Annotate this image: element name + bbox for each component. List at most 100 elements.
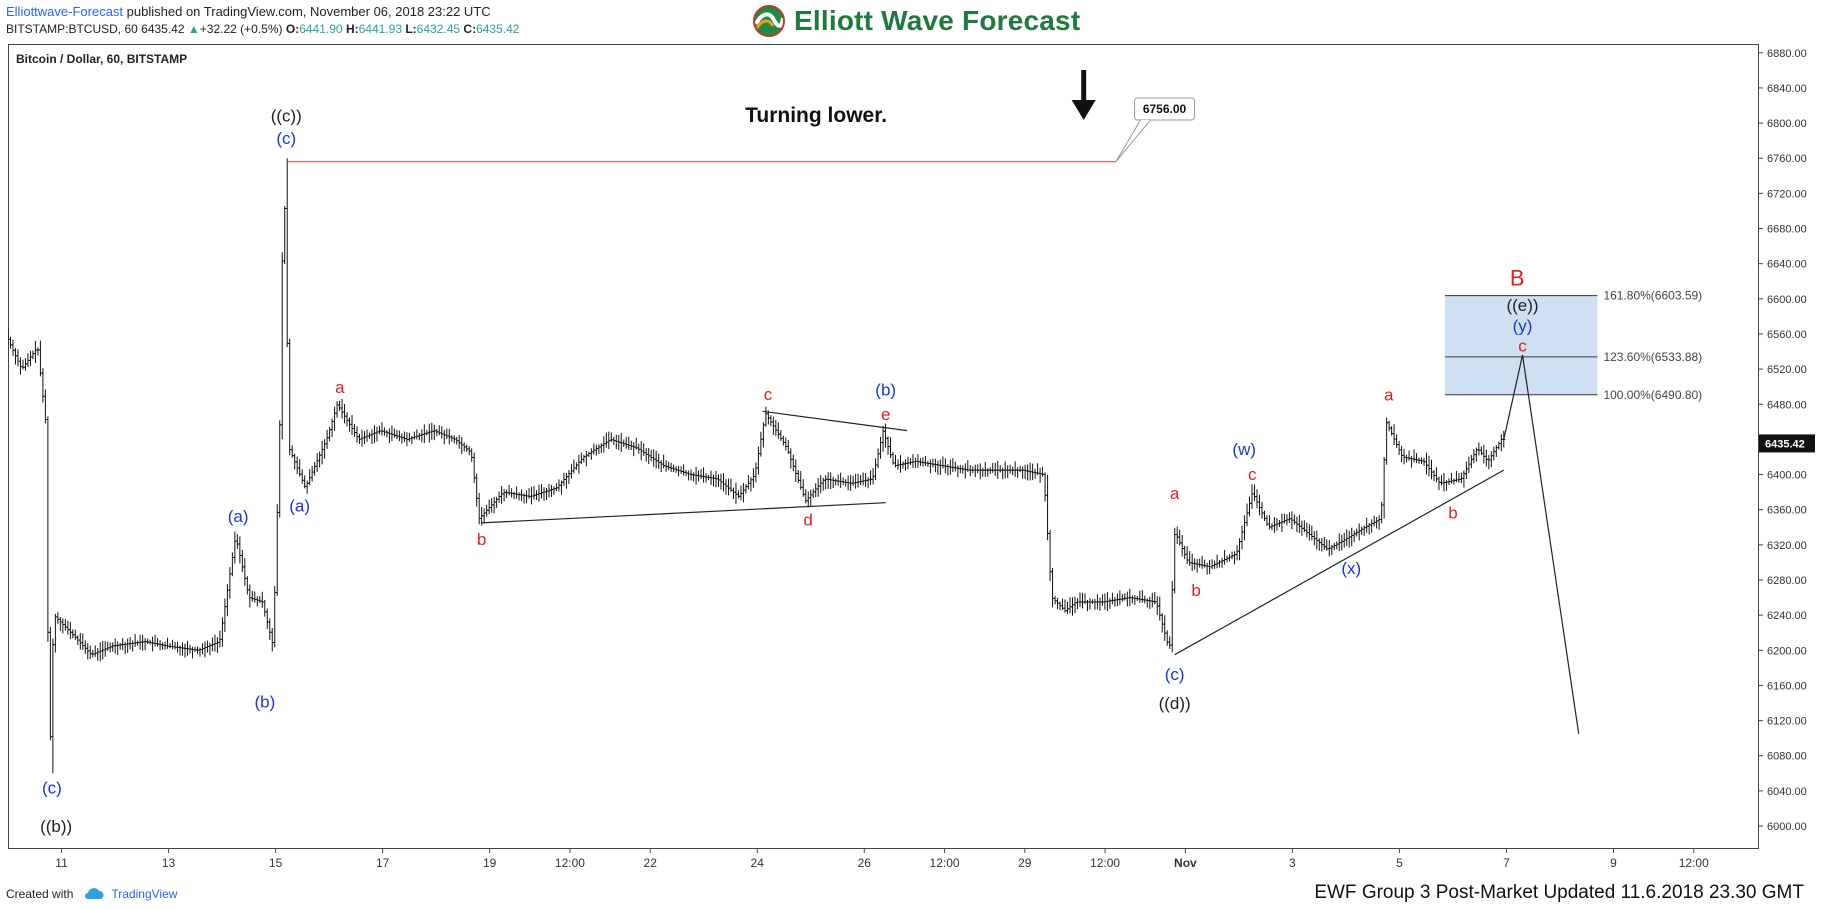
wave-label: a	[1384, 386, 1394, 405]
chart-area[interactable]: Bitcoin / Dollar, 60, BITSTAMP 6000.00 60…	[6, 44, 1820, 877]
wave-label: (c)	[276, 129, 296, 148]
y-tick-label: 6720.00	[1767, 188, 1807, 200]
wave-label: a	[335, 378, 345, 397]
brand-name: Elliott Wave Forecast	[794, 5, 1081, 36]
wave-label: d	[803, 511, 812, 530]
x-tick-label: 12:00	[930, 856, 960, 870]
projection-path	[1503, 354, 1580, 734]
wave-label: e	[881, 405, 890, 424]
x-tick-label: 3	[1289, 856, 1296, 870]
trend-line	[762, 410, 908, 432]
x-tick-label: Nov	[1174, 856, 1197, 870]
trend-line	[481, 502, 886, 524]
close-value: 6435.42	[476, 22, 520, 36]
wave-label: (b)	[875, 380, 896, 399]
down-arrow-head-icon	[1071, 100, 1096, 120]
tradingview-link[interactable]: TradingView	[111, 887, 178, 901]
wave-label: (a)	[228, 507, 249, 526]
x-tick-label: 13	[162, 856, 176, 870]
chart-header: Elliottwave-Forecast published on Tradin…	[0, 0, 1828, 42]
y-tick-label: 6000.00	[1767, 821, 1807, 833]
wave-label: b	[1448, 503, 1457, 522]
wave-label: (a)	[289, 496, 310, 515]
x-tick-label: 17	[376, 856, 390, 870]
high-value: 6441.93	[358, 22, 402, 36]
wave-label: (w)	[1232, 440, 1256, 459]
y-tick-label: 6040.00	[1767, 786, 1807, 798]
x-tick-label: 26	[858, 856, 872, 870]
y-tick-label: 6480.00	[1767, 399, 1807, 411]
symbol-label: BITSTAMP:BTCUSD, 60	[6, 22, 138, 36]
created-with-text: Created with	[6, 887, 74, 901]
wave-label: a	[1170, 484, 1180, 503]
close-label: C:	[463, 22, 477, 36]
price-callout-box	[1134, 97, 1196, 121]
wave-label: c	[1518, 337, 1527, 356]
wave-logo-icon	[753, 5, 785, 37]
wave-label: (x)	[1341, 559, 1361, 578]
y-tick-label: 6280.00	[1767, 575, 1807, 587]
x-tick-label: 11	[55, 856, 68, 870]
y-tick-label: 6160.00	[1767, 680, 1807, 692]
y-tick-label: 6240.00	[1767, 610, 1807, 622]
x-tick-label: 19	[483, 856, 497, 870]
wave-label: b	[477, 530, 486, 549]
chart-svg[interactable]: Bitcoin / Dollar, 60, BITSTAMP 6000.00 60…	[6, 44, 1820, 877]
created-with: Created with TradingView	[6, 887, 177, 901]
price-callout-label: 6756.00	[1143, 102, 1187, 116]
x-tick-label: 15	[269, 856, 283, 870]
target-box	[1444, 295, 1598, 395]
ohlc-readout: BITSTAMP:BTCUSD, 60 6435.42 ▲+32.22 (+0.…	[6, 22, 519, 36]
wave-label: c	[764, 385, 773, 404]
y-tick-label: 6200.00	[1767, 645, 1807, 657]
y-tick-label: 6600.00	[1767, 294, 1807, 306]
x-tick-label: 12:00	[555, 856, 585, 870]
y-tick-label: 6800.00	[1767, 118, 1807, 130]
y-tick-label: 6080.00	[1767, 751, 1807, 763]
x-tick-label: 22	[644, 856, 658, 870]
price-callout-pointer	[1115, 119, 1151, 163]
up-triangle-icon: ▲	[187, 22, 200, 36]
fib-level-label: 161.80%(6603.59)	[1603, 289, 1702, 303]
last-price-label: 6435.42	[1765, 438, 1805, 450]
high-label: H:	[345, 22, 359, 36]
wave-label: ((e))	[1506, 296, 1538, 315]
chart-footer: Created with TradingView EWF Group 3 Pos…	[0, 878, 1828, 910]
turning-lower-text: Turning lower.	[745, 104, 887, 127]
fib-level-label: 100.00%(6490.80)	[1603, 388, 1702, 402]
wave-label: ((b))	[40, 817, 72, 836]
y-tick-label: 6760.00	[1767, 153, 1807, 165]
x-tick-label: 12:00	[1090, 856, 1120, 870]
brand-logo: Elliott Wave Forecast	[752, 2, 1080, 40]
wave-label: (c)	[42, 779, 62, 798]
open-value: 6441.90	[299, 22, 343, 36]
wave-label: b	[1191, 581, 1200, 600]
price-change: +32.22 (+0.5%)	[199, 22, 283, 36]
y-tick-label: 6120.00	[1767, 716, 1807, 728]
last-price-tag	[1759, 434, 1815, 453]
y-tick-label: 6360.00	[1767, 505, 1807, 517]
wave-label: ((d))	[1159, 694, 1191, 713]
fib-level-label: 123.60%(6533.88)	[1603, 350, 1702, 364]
x-tick-label: 24	[751, 856, 765, 870]
wave-label: B	[1510, 266, 1525, 291]
x-tick-label: 29	[1018, 856, 1032, 870]
wave-label: (c)	[1165, 665, 1185, 684]
y-tick-label: 6880.00	[1767, 48, 1807, 60]
y-tick-label: 6680.00	[1767, 224, 1807, 236]
update-stamp: EWF Group 3 Post-Market Updated 11.6.201…	[1314, 882, 1804, 903]
chart-title: Bitcoin / Dollar, 60, BITSTAMP	[16, 52, 187, 66]
y-tick-label: 6560.00	[1767, 329, 1807, 341]
x-tick-label: 7	[1503, 856, 1510, 870]
cloud-icon	[85, 888, 104, 899]
plot-frame	[8, 44, 1759, 849]
trend-line	[1174, 469, 1505, 656]
wave-label: (y)	[1513, 316, 1533, 335]
wave-label: ((c))	[271, 106, 302, 125]
publisher-link[interactable]: Elliottwave-Forecast	[6, 4, 124, 19]
published-text: published on TradingView.com, November 0…	[126, 4, 491, 19]
low-label: L:	[405, 22, 417, 36]
last-price: 6435.42	[141, 22, 185, 36]
x-tick-label: 5	[1396, 856, 1403, 870]
low-value: 6432.45	[416, 22, 461, 36]
